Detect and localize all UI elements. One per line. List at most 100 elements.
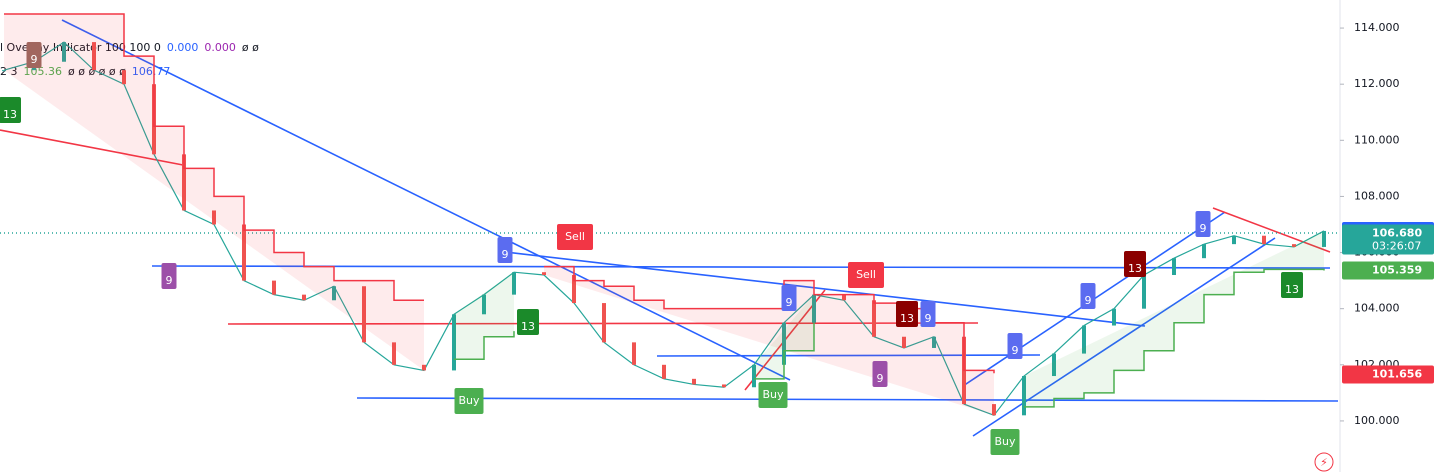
candle	[1292, 244, 1296, 247]
signal-marker	[0, 97, 21, 123]
price-tag	[1342, 365, 1434, 384]
price-tag-label: 106.680	[1372, 226, 1422, 239]
signal-marker	[758, 382, 788, 408]
trend-line	[61, 19, 791, 381]
signal-marker	[920, 301, 936, 327]
candle	[692, 378, 696, 385]
supertrend-line	[1024, 268, 1325, 408]
candle	[122, 70, 126, 85]
signal-marker	[26, 42, 42, 68]
candle	[812, 294, 816, 323]
trend-line	[504, 251, 1146, 327]
signal-label: 13	[900, 312, 914, 325]
candle	[302, 294, 306, 301]
signal-marker	[1007, 333, 1023, 359]
signal-marker	[1080, 283, 1096, 309]
supertrend-line	[4, 13, 424, 302]
trend-line	[356, 397, 1339, 402]
candle	[872, 300, 876, 337]
candle	[242, 224, 246, 281]
candle	[632, 342, 636, 365]
signal-label: 13	[1128, 262, 1142, 275]
band-fill	[454, 272, 514, 360]
band-fill	[1024, 230, 1324, 407]
signal-label: 9	[31, 53, 38, 66]
legend-item: 2 3	[0, 65, 18, 78]
candle	[932, 336, 936, 348]
supertrend-line	[754, 322, 815, 380]
candle	[1172, 258, 1176, 276]
signal-marker	[454, 388, 484, 414]
candle	[602, 303, 606, 343]
signal-marker	[1281, 272, 1303, 298]
signal-marker	[872, 361, 888, 387]
signal-label: 9	[1012, 344, 1019, 357]
candle	[992, 404, 996, 416]
signal-marker	[497, 237, 513, 263]
candle	[1322, 230, 1326, 247]
candle	[212, 210, 216, 225]
candle	[1022, 376, 1026, 416]
price-tag	[1342, 261, 1434, 280]
candle	[482, 294, 486, 315]
candle	[902, 336, 906, 348]
signal-label: 9	[786, 296, 793, 309]
signal-label: 9	[925, 312, 932, 325]
signal-marker	[781, 285, 797, 311]
signal-marker	[1124, 251, 1146, 277]
candle	[2, 70, 6, 72]
signal-marker	[848, 262, 884, 288]
candle	[842, 294, 846, 301]
price-line	[3, 41, 1325, 417]
candle	[62, 42, 66, 62]
band-fill	[754, 294, 814, 379]
price-tag	[1342, 224, 1434, 255]
signal-label: 13	[3, 108, 17, 121]
y-tick-label: 100.000	[1354, 414, 1400, 427]
signal-label: 13	[1285, 283, 1299, 296]
signal-marker	[896, 301, 918, 327]
signal-label: Buy	[762, 388, 784, 401]
signal-marker	[517, 309, 539, 335]
trend-line	[0, 129, 184, 166]
candle	[452, 314, 456, 371]
candle	[782, 322, 786, 365]
legend-item: 106.77	[132, 65, 171, 78]
y-tick-label: 112.000	[1354, 77, 1400, 90]
signal-label: 13	[521, 320, 535, 333]
signal-label: 9	[166, 274, 173, 287]
candle	[422, 364, 426, 371]
lightning-glyph: ⚡	[1320, 456, 1328, 469]
candle	[1082, 325, 1086, 354]
legend-item: 0.000	[204, 41, 236, 54]
candle	[272, 280, 276, 295]
signal-marker	[990, 429, 1020, 455]
candle	[1202, 244, 1206, 259]
price-tag-label: 105.359	[1372, 264, 1422, 277]
y-tick-label: 104.000	[1354, 302, 1400, 315]
legend-item: 0.000	[167, 41, 199, 54]
candle	[662, 364, 666, 379]
candle	[1052, 353, 1056, 377]
candle	[362, 286, 366, 343]
candle	[92, 42, 96, 71]
lightning-icon[interactable]	[1314, 452, 1334, 472]
supertrend-line	[454, 331, 515, 360]
candle	[542, 272, 546, 276]
signal-marker	[161, 263, 177, 289]
candle	[512, 272, 516, 295]
candle	[1112, 308, 1116, 326]
candle	[572, 275, 576, 304]
price-tag-label: 101.656	[1372, 367, 1422, 380]
countdown: 03:26:07	[1372, 239, 1421, 252]
candle	[1142, 275, 1146, 309]
y-tick-label: 108.000	[1354, 189, 1400, 202]
candle	[182, 154, 186, 211]
candle	[752, 364, 756, 388]
y-tick-label: 114.000	[1354, 21, 1400, 34]
candle	[392, 342, 396, 365]
candle	[1232, 235, 1236, 245]
trend-line	[656, 354, 1041, 357]
